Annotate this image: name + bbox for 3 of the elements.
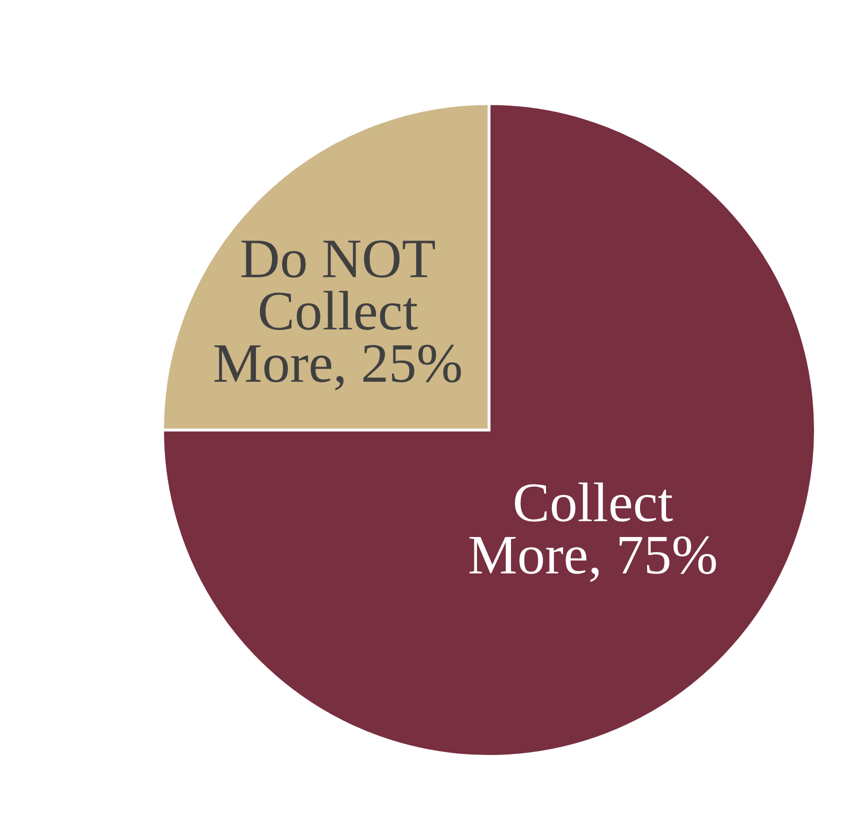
pie-slice [161,102,817,758]
slice-label: Collect More, 75% [469,482,716,582]
slice-label: Do NOT Collect More, 25% [214,240,461,390]
